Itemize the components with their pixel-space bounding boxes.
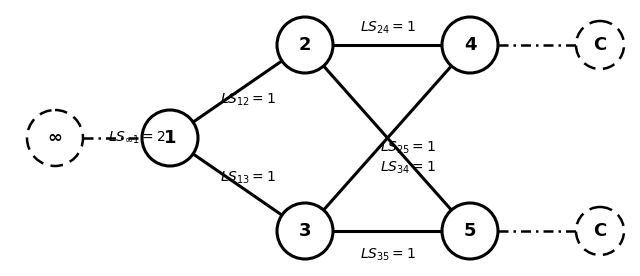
- Text: 3: 3: [299, 222, 311, 240]
- Text: $LS_{\infty 1}=2$: $LS_{\infty 1}=2$: [108, 130, 166, 146]
- Text: ∞: ∞: [47, 129, 63, 147]
- Circle shape: [142, 110, 198, 166]
- Text: $LS_{25}=1$: $LS_{25}=1$: [380, 140, 436, 156]
- Text: 1: 1: [164, 129, 176, 147]
- Text: $LS_{35}=1$: $LS_{35}=1$: [360, 247, 416, 263]
- Text: $LS_{13}=1$: $LS_{13}=1$: [220, 170, 276, 186]
- Text: 4: 4: [464, 36, 476, 54]
- Circle shape: [442, 203, 498, 259]
- Circle shape: [277, 203, 333, 259]
- Circle shape: [576, 207, 624, 255]
- Text: $LS_{12}=1$: $LS_{12}=1$: [220, 92, 276, 108]
- Circle shape: [576, 21, 624, 69]
- Text: 2: 2: [299, 36, 311, 54]
- Text: C: C: [593, 36, 607, 54]
- Text: 5: 5: [464, 222, 476, 240]
- Text: $LS_{34}=1$: $LS_{34}=1$: [380, 160, 436, 176]
- Text: $LS_{24}=1$: $LS_{24}=1$: [360, 20, 416, 36]
- Text: C: C: [593, 222, 607, 240]
- Circle shape: [27, 110, 83, 166]
- Circle shape: [442, 17, 498, 73]
- Circle shape: [277, 17, 333, 73]
